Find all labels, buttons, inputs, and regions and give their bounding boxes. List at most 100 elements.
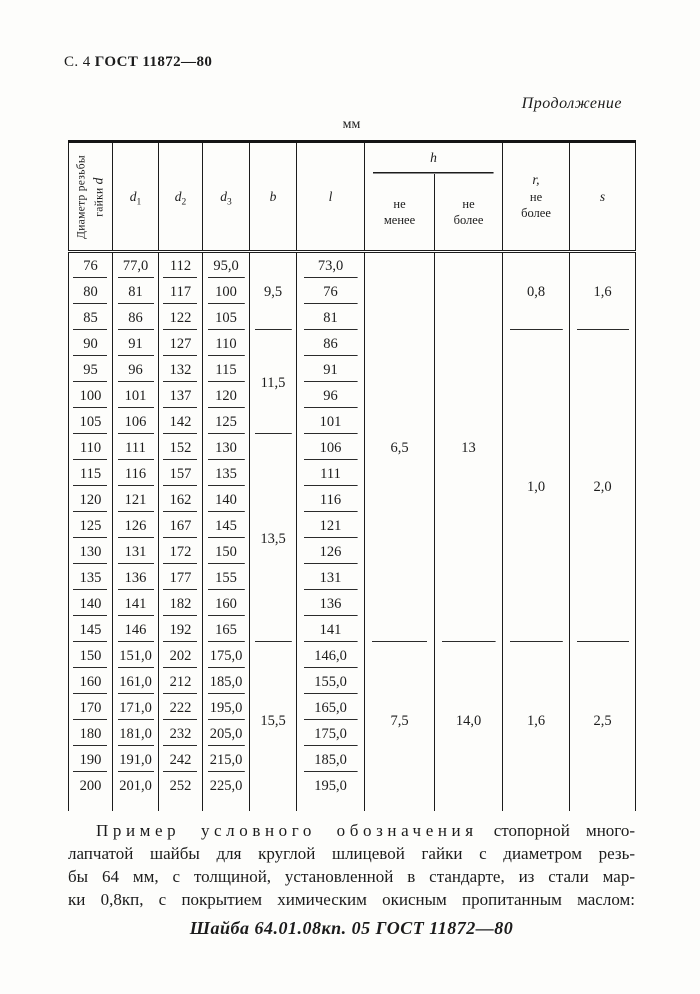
- table-cell: 15,5: [249, 643, 297, 799]
- table-cell: 1,0: [502, 331, 570, 643]
- dangle-cell: [202, 799, 250, 811]
- table-cell: 205,0: [202, 721, 250, 747]
- col-header-r: r, не более: [502, 140, 570, 253]
- table-cell: 96: [112, 357, 159, 383]
- table-cell: 105: [202, 305, 250, 331]
- table-cell: 96: [296, 383, 365, 409]
- table-cell: 11,5: [249, 331, 297, 435]
- table-cell: 215,0: [202, 747, 250, 773]
- table-cell: 162: [158, 487, 203, 513]
- table-cell: 136: [112, 565, 159, 591]
- col-header-d1: d1: [112, 140, 159, 253]
- table-cell: 252: [158, 773, 203, 799]
- example-line: Пример условного обозначения стопорной м…: [96, 821, 636, 840]
- table-cell: 91: [112, 331, 159, 357]
- table-cell: 95: [68, 357, 113, 383]
- table-cell: 13: [434, 251, 503, 643]
- table-cell: 131: [296, 565, 365, 591]
- table-cell: 212: [158, 669, 203, 695]
- table-cell: 2,0: [569, 331, 636, 643]
- table-cell: 120: [202, 383, 250, 409]
- col-header-l: l: [296, 140, 365, 253]
- col-header-thread-diameter: Диаметр резьбы гайки d: [68, 140, 113, 253]
- standard-number: ГОСТ 11872—80: [94, 54, 213, 70]
- table-cell: 125: [202, 409, 250, 435]
- table-cell: 201,0: [112, 773, 159, 799]
- dangle-cell: [68, 799, 113, 811]
- table-cell: 135: [68, 565, 113, 591]
- table-cell: 192: [158, 617, 203, 643]
- table-cell: 126: [296, 539, 365, 565]
- table-row: 200 201,0 252 225,0 195,0: [68, 773, 636, 799]
- dangle-cell: [158, 799, 203, 811]
- table-cell: 112: [158, 251, 203, 279]
- table-cell: 122: [158, 305, 203, 331]
- example-line: лапчатой шайбы для круглой шлицевой гайк…: [68, 844, 635, 863]
- col-header-d3: d3: [202, 140, 250, 253]
- table-cell: 73,0: [296, 251, 365, 279]
- table-cell: 142: [158, 409, 203, 435]
- table-cell: 127: [158, 331, 203, 357]
- thread-diameter-line2: гайки d: [90, 176, 105, 217]
- table-row: 115 116 157 135 111: [68, 461, 636, 487]
- table-cell: 81: [112, 279, 159, 305]
- table-bottom-dangle: [68, 799, 636, 811]
- table-cell: 76: [68, 251, 113, 279]
- table-cell: 100: [68, 383, 113, 409]
- r-condition: не более: [521, 190, 551, 221]
- dangle-cell: [434, 799, 503, 811]
- col-header-h-group: h: [364, 140, 503, 174]
- table-cell: 165,0: [296, 695, 365, 721]
- table-row: 76 77,0 112 95,0 9,5 73,0 6,5 13 0,8 1,6: [68, 251, 636, 643]
- table-cell: 77,0: [112, 251, 159, 279]
- table-cell: 110: [202, 331, 250, 357]
- table-cell: 106: [296, 435, 365, 461]
- table-row: 110 111 152 130 13,5 106: [68, 435, 636, 643]
- table-row: 180 181,0 232 205,0 175,0: [68, 721, 636, 747]
- dangle-cell: [249, 799, 297, 811]
- table-body: 76 77,0 112 95,0 9,5 73,0 6,5 13 0,8 1,6 80 81 117 10…: [68, 251, 636, 811]
- table-row: 140 141 182 160 136: [68, 591, 636, 617]
- table-row: 190 191,0 242 215,0 185,0: [68, 747, 636, 773]
- table-cell: 111: [296, 461, 365, 487]
- table-cell: 86: [112, 305, 159, 331]
- table-cell: 242: [158, 747, 203, 773]
- table-row: 120 121 162 140 116: [68, 487, 636, 513]
- table-cell: 2,5: [569, 643, 636, 799]
- table-cell: 146,0: [296, 643, 365, 669]
- table-cell: 6,5: [364, 251, 435, 643]
- table-cell: 161,0: [112, 669, 159, 695]
- table-cell: 130: [68, 539, 113, 565]
- table-cell: 121: [296, 513, 365, 539]
- table-cell: 195,0: [296, 773, 365, 799]
- table-cell: 121: [112, 487, 159, 513]
- table-cell: 136: [296, 591, 365, 617]
- dangle-cell: [364, 799, 435, 811]
- table-cell: 190: [68, 747, 113, 773]
- table-cell: 182: [158, 591, 203, 617]
- table-cell: 200: [68, 773, 113, 799]
- table-cell: 90: [68, 331, 113, 357]
- table-cell: 175,0: [296, 721, 365, 747]
- table-cell: 152: [158, 435, 203, 461]
- table-cell: 137: [158, 383, 203, 409]
- table-row: 125 126 167 145 121: [68, 513, 636, 539]
- table-cell: 157: [158, 461, 203, 487]
- table-cell: 7,5: [364, 643, 435, 799]
- table-cell: 126: [112, 513, 159, 539]
- table-cell: 95,0: [202, 251, 250, 279]
- col-header-b: b: [249, 140, 297, 253]
- table-row: 135 136 177 155 131: [68, 565, 636, 591]
- table-cell: 150: [202, 539, 250, 565]
- table-cell: 167: [158, 513, 203, 539]
- table-cell: 165: [202, 617, 250, 643]
- table-cell: 115: [202, 357, 250, 383]
- table-cell: 172: [158, 539, 203, 565]
- table-cell: 80: [68, 279, 113, 305]
- table-cell: 140: [202, 487, 250, 513]
- table-cell: 222: [158, 695, 203, 721]
- washer-designation: Шайба 64.01.08кп. 05 ГОСТ 11872—80: [189, 918, 514, 938]
- dangle-cell: [502, 799, 570, 811]
- table-cell: 117: [158, 279, 203, 305]
